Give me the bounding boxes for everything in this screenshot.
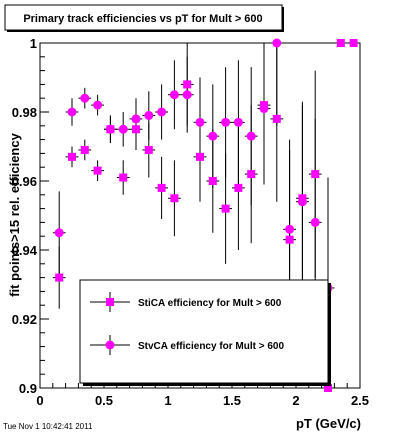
legend-sti-label: StiCA efficiency for Mult > 600: [138, 298, 282, 309]
title-box: [4, 4, 283, 31]
chart-title: Primary track efficiencies vs pT for Mul…: [23, 13, 262, 25]
sti-point: [311, 170, 320, 179]
stv-point: [54, 228, 64, 238]
sti-point: [183, 80, 192, 89]
title-box-shadow-right: [282, 7, 284, 32]
sti-point: [285, 235, 294, 244]
y-tick-label: 0.94: [12, 243, 38, 258]
plot-frame: [39, 42, 361, 389]
markers-layer: [54, 38, 358, 392]
x-tick-label: 1: [164, 393, 171, 408]
x-tick-label: 0: [36, 393, 43, 408]
legend-shadow-right: [328, 283, 331, 386]
stv-point: [182, 90, 192, 100]
stv-point: [297, 197, 307, 207]
stv-point: [169, 90, 179, 100]
sti-point: [272, 114, 281, 123]
stv-point: [195, 117, 205, 127]
stv-point: [144, 110, 154, 120]
x-tick-label: 0.5: [95, 393, 113, 408]
sti-point: [247, 170, 256, 179]
stv-point: [233, 117, 243, 127]
y-tick-label: 1: [30, 36, 37, 51]
y-tick-label: 0.98: [12, 105, 37, 120]
stv-point: [157, 107, 167, 117]
sti-point: [324, 384, 332, 392]
title-box-shadow-bottom: [7, 30, 284, 32]
legend: StiCA efficiency for Mult > 600 StvCA ef…: [79, 279, 331, 386]
stv-point: [80, 93, 90, 103]
stv-point: [131, 114, 141, 124]
sti-point: [132, 125, 140, 134]
stv-point: [221, 117, 231, 127]
sti-point: [208, 177, 217, 185]
legend-stv-label: StvCA efficiency for Mult > 600: [138, 341, 284, 352]
stv-point: [285, 224, 295, 234]
sti-point: [234, 183, 243, 192]
x-tick-label: 2.5: [351, 393, 369, 408]
sti-point: [93, 166, 102, 175]
y-tick-label: 0.92: [12, 312, 37, 327]
sti-point: [157, 183, 166, 192]
legend-sti-marker: [106, 298, 114, 306]
x-tick-label: 1.5: [223, 393, 241, 408]
sti-point: [196, 152, 204, 161]
sti-point: [144, 145, 153, 154]
x-tick-label: 2: [292, 393, 299, 408]
y-tick-label: 0.96: [12, 174, 37, 189]
stv-point: [310, 217, 320, 227]
legend-box: [79, 279, 329, 384]
y-tick-label: 0.9: [19, 381, 37, 396]
sti-point: [221, 204, 230, 213]
stv-point: [272, 38, 282, 48]
sti-point: [170, 194, 179, 203]
stv-point: [246, 131, 256, 141]
x-axis-title: pT (GeV/c): [296, 416, 361, 431]
stv-point: [93, 100, 103, 110]
stv-point: [208, 131, 218, 141]
sti-point: [80, 145, 89, 154]
sti-point: [68, 152, 76, 161]
stv-point: [118, 124, 128, 134]
stv-point: [67, 107, 77, 117]
timestamp: Tue Nov 1 10:42:41 2011: [3, 422, 93, 431]
legend-stv-marker: [105, 340, 115, 350]
stv-point: [105, 124, 115, 134]
sti-point: [349, 39, 358, 47]
stv-point: [259, 104, 269, 114]
y-axis-title: fit points>15 rel. efficiency: [7, 132, 22, 296]
legend-shadow-bottom: [83, 383, 331, 386]
sti-point: [119, 173, 128, 182]
sti-point: [336, 39, 345, 47]
sti-point: [55, 273, 64, 282]
